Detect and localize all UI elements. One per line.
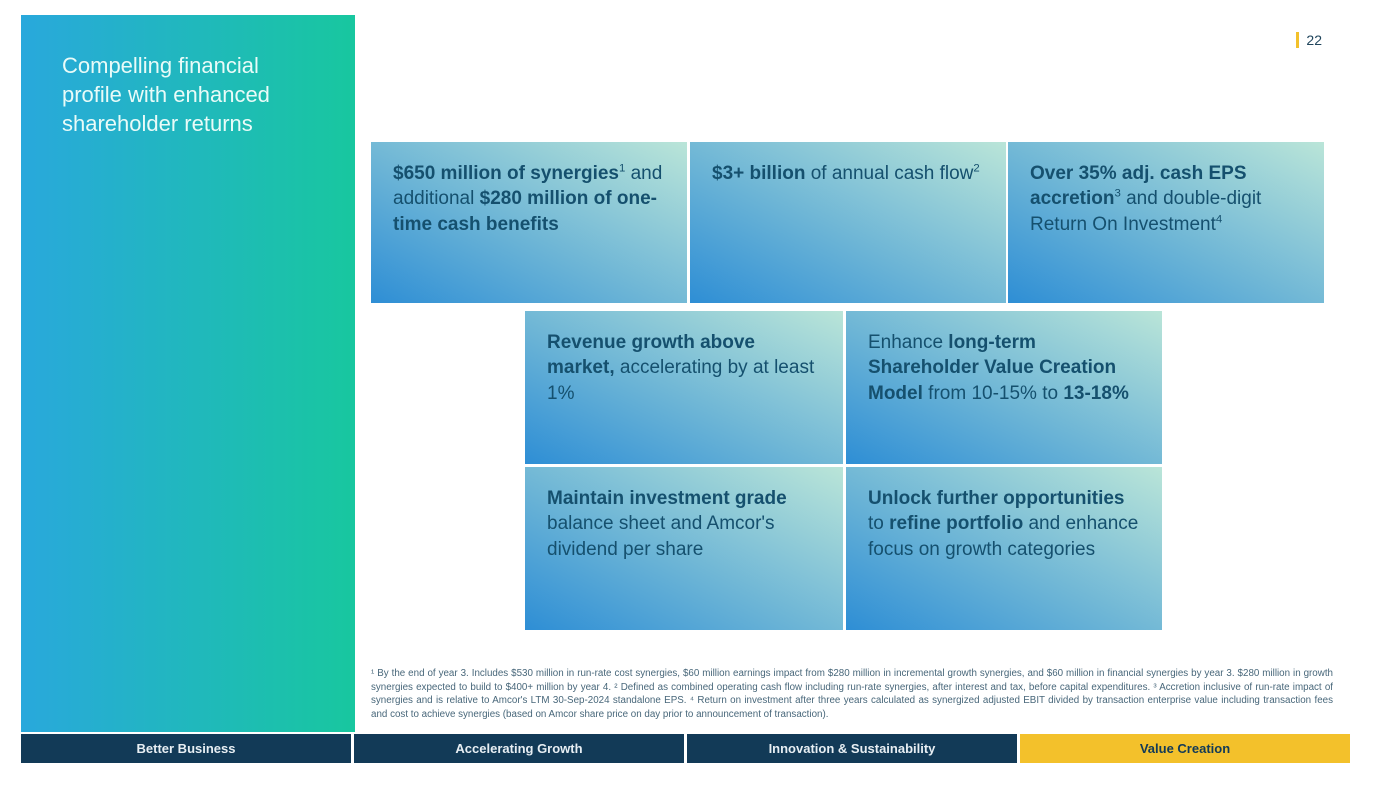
card-shareholder-value-model: Enhance long-term Shareholder Value Crea… (846, 311, 1162, 464)
page-number: 22 (1296, 32, 1322, 48)
card-revenue-growth-text: Revenue growth above market, acceleratin… (547, 332, 815, 404)
footnotes: ¹ By the end of year 3. Includes $530 mi… (371, 668, 1333, 721)
nav-item-accelerating-growth[interactable]: Accelerating Growth (354, 734, 684, 763)
nav-item-value-creation[interactable]: Value Creation (1020, 734, 1350, 763)
card-cash-flow-text: $3+ billion of annual cash flow2 (712, 162, 980, 184)
page-number-value: 22 (1306, 32, 1322, 48)
card-portfolio-refinement: Unlock further opportunities to refine p… (846, 467, 1162, 630)
card-revenue-growth: Revenue growth above market, acceleratin… (525, 311, 843, 464)
sidebar-panel: Compelling financial profile with enhanc… (21, 15, 355, 732)
card-synergies: $650 million of synergies1 and additiona… (371, 142, 687, 303)
card-eps-accretion: Over 35% adj. cash EPS accretion3 and do… (1008, 142, 1324, 303)
page-number-accent-bar (1296, 32, 1300, 48)
card-portfolio-refinement-text: Unlock further opportunities to refine p… (868, 488, 1139, 560)
card-shareholder-value-model-text: Enhance long-term Shareholder Value Crea… (868, 332, 1129, 404)
card-synergies-text: $650 million of synergies1 and additiona… (393, 162, 663, 235)
card-cash-flow: $3+ billion of annual cash flow2 (690, 142, 1006, 303)
card-investment-grade: Maintain investment grade balance sheet … (525, 467, 843, 630)
card-eps-accretion-text: Over 35% adj. cash EPS accretion3 and do… (1030, 163, 1262, 235)
nav-item-innovation-sustainability[interactable]: Innovation & Sustainability (687, 734, 1017, 763)
slide-title: Compelling financial profile with enhanc… (62, 53, 270, 137)
nav-item-better-business[interactable]: Better Business (21, 734, 351, 763)
section-navbar: Better Business Accelerating Growth Inno… (21, 734, 1350, 763)
card-investment-grade-text: Maintain investment grade balance sheet … (547, 488, 787, 560)
